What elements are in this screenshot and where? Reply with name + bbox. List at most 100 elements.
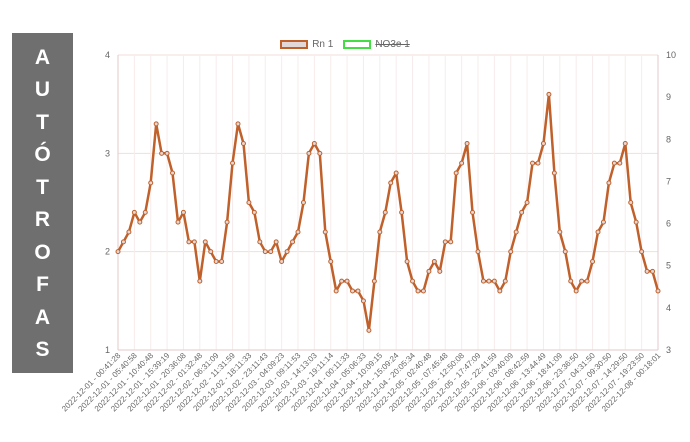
banner-letter: Ó [34, 143, 51, 167]
data-point [426, 268, 432, 274]
data-point [328, 259, 334, 264]
autotrofas-banner: A U T Ó T R O F A S [12, 33, 73, 373]
y-right-tick-label: 10 [666, 50, 676, 60]
data-point [251, 209, 257, 215]
data-point [557, 229, 563, 235]
data-point [290, 239, 296, 245]
data-point [131, 209, 137, 215]
y-left-tick-label: 1 [105, 345, 110, 355]
legend-swatch-rn-1 [280, 39, 309, 49]
banner-letter: T [36, 110, 49, 134]
data-point [180, 209, 186, 215]
data-point [344, 278, 350, 284]
data-point [600, 219, 606, 225]
data-point [546, 91, 552, 97]
banner-letter: S [35, 337, 50, 361]
data-point [382, 209, 388, 215]
banner-letter: A [34, 46, 51, 69]
legend-item-rn-1[interactable]: Rn 1 [280, 39, 333, 50]
data-point [279, 259, 285, 264]
data-point [197, 278, 203, 284]
data-point [175, 219, 181, 225]
data-point [355, 288, 361, 294]
data-point [350, 288, 356, 294]
data-point [622, 141, 628, 146]
data-point [644, 268, 650, 274]
data-point [491, 278, 497, 284]
data-point [584, 278, 590, 284]
data-point [213, 259, 219, 264]
data-point [137, 219, 143, 225]
data-point [159, 150, 165, 156]
data-point [295, 229, 301, 235]
data-point [142, 209, 148, 215]
data-point [235, 121, 241, 127]
y-right-tick-label: 8 [666, 134, 671, 144]
data-point [311, 141, 317, 146]
banner-letter: F [36, 273, 49, 297]
y-right-tick-label: 4 [666, 303, 671, 313]
data-point [595, 229, 601, 235]
data-point [464, 141, 470, 146]
data-point [470, 209, 476, 215]
data-point [399, 209, 405, 215]
data-point [633, 219, 639, 225]
data-point [579, 278, 585, 284]
data-point [164, 150, 170, 156]
data-point [431, 259, 437, 264]
data-point [317, 150, 323, 156]
data-point [508, 249, 514, 255]
data-point [322, 229, 328, 235]
y-right-tick-label: 6 [666, 219, 671, 229]
data-point [448, 239, 454, 245]
data-point [519, 209, 525, 215]
data-point [415, 288, 421, 294]
data-point [273, 239, 279, 245]
y-right-tick-label: 7 [666, 176, 671, 186]
data-point [611, 160, 617, 166]
banner-letter: U [34, 78, 51, 102]
data-point [153, 121, 159, 127]
data-point [191, 239, 197, 245]
data-point [170, 170, 176, 176]
data-point [300, 200, 306, 205]
y-right-tick-label: 9 [666, 92, 671, 102]
data-point [573, 288, 579, 294]
banner-letter: O [34, 240, 51, 264]
data-point [388, 180, 394, 186]
data-point [562, 249, 568, 255]
data-point [551, 170, 557, 176]
data-point [120, 239, 126, 245]
data-point [240, 141, 246, 146]
data-point [366, 327, 372, 333]
data-point [246, 200, 252, 205]
legend-swatch-no3e-1 [343, 39, 372, 49]
data-point [568, 278, 574, 284]
data-point [208, 249, 214, 255]
data-point [126, 229, 132, 235]
legend-label-rn-1: Rn 1 [312, 38, 334, 50]
data-point [650, 268, 656, 274]
legend-item-no3e-1[interactable]: NO3e 1 [343, 38, 410, 50]
data-point [535, 160, 541, 166]
chart-legend: Rn 1 NO3e 1 [0, 35, 690, 53]
data-point [377, 229, 383, 235]
data-point [590, 259, 596, 264]
data-point [459, 160, 465, 166]
data-point [442, 239, 448, 245]
banner-letter: R [34, 208, 51, 232]
data-point [115, 249, 121, 255]
legend-label-no3e-1: NO3e 1 [375, 38, 410, 50]
data-point [486, 278, 492, 284]
data-point [502, 278, 508, 284]
data-point [306, 150, 312, 156]
data-point [230, 160, 236, 166]
data-point [333, 288, 339, 294]
series-line-rn-1 [116, 93, 660, 332]
data-point [257, 239, 263, 245]
data-point [530, 160, 536, 166]
data-point [540, 141, 546, 146]
data-point [186, 239, 192, 245]
data-point [524, 200, 530, 205]
